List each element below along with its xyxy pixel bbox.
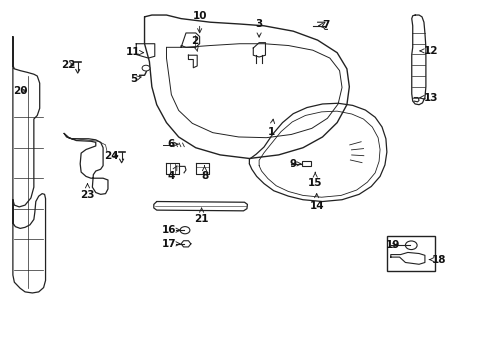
Text: 13: 13 [419, 93, 437, 103]
Text: 24: 24 [104, 150, 119, 161]
Text: 23: 23 [80, 184, 95, 200]
Text: 11: 11 [126, 47, 143, 57]
Text: 15: 15 [307, 172, 322, 188]
Text: 21: 21 [194, 208, 208, 224]
Text: 16: 16 [162, 225, 180, 235]
Bar [302, 161, 310, 166]
Text: 8: 8 [201, 166, 208, 181]
Text: 6: 6 [167, 139, 178, 149]
Text: 2: 2 [191, 36, 198, 51]
Text: 14: 14 [309, 194, 324, 211]
Text: 4: 4 [167, 166, 177, 181]
Text: 3: 3 [255, 19, 262, 37]
Text: 1: 1 [267, 119, 274, 136]
Text: 20: 20 [13, 86, 27, 96]
Text: 12: 12 [419, 46, 437, 56]
Bar [386, 235, 434, 271]
Circle shape [142, 65, 150, 71]
Text: 5: 5 [129, 74, 141, 84]
Text: 19: 19 [385, 240, 400, 250]
Text: 22: 22 [61, 59, 75, 69]
Text: 9: 9 [289, 159, 301, 169]
Text: 18: 18 [428, 255, 446, 265]
Text: 7: 7 [318, 20, 329, 30]
Text: 17: 17 [161, 239, 180, 249]
Text: 10: 10 [192, 11, 206, 33]
